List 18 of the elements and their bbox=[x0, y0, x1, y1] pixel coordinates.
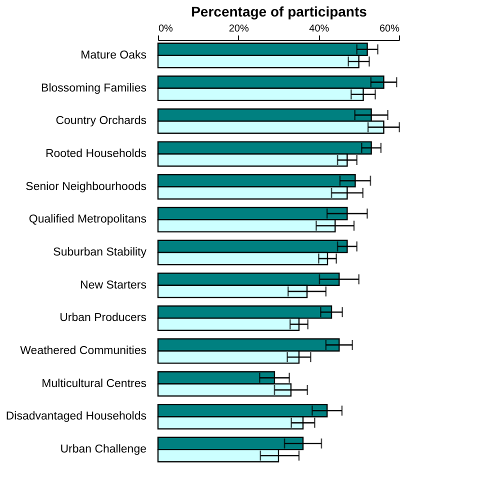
y-tick-label: Disadvantaged Households bbox=[6, 410, 147, 423]
x-axis-title: Percentage of participants bbox=[191, 4, 368, 20]
y-tick-label: Mature Oaks bbox=[80, 49, 147, 62]
y-tick-label: Urban Producers bbox=[60, 312, 147, 324]
y-tick-label: Qualified Metropolitans bbox=[28, 214, 147, 226]
y-tick-label: Country Orchards bbox=[56, 115, 147, 128]
x-tick-label: 40% bbox=[309, 24, 330, 34]
y-tick-label: Suburban Stability bbox=[53, 246, 147, 258]
y-tick-label: Blossoming Families bbox=[41, 82, 147, 94]
y-tick-label: New Starters bbox=[80, 279, 147, 292]
y-tick-label: Senior Neighbourhoods bbox=[26, 180, 147, 193]
x-tick-label: 20% bbox=[228, 24, 249, 34]
y-tick-label: Rooted Households bbox=[45, 148, 147, 160]
y-tick-label: Urban Challenge bbox=[60, 444, 146, 456]
x-tick-label: 0% bbox=[158, 24, 174, 34]
y-tick-label: Multicultural Centres bbox=[42, 378, 147, 390]
x-tick-label: 60% bbox=[379, 24, 400, 34]
y-tick-label: Weathered Communities bbox=[20, 345, 147, 358]
